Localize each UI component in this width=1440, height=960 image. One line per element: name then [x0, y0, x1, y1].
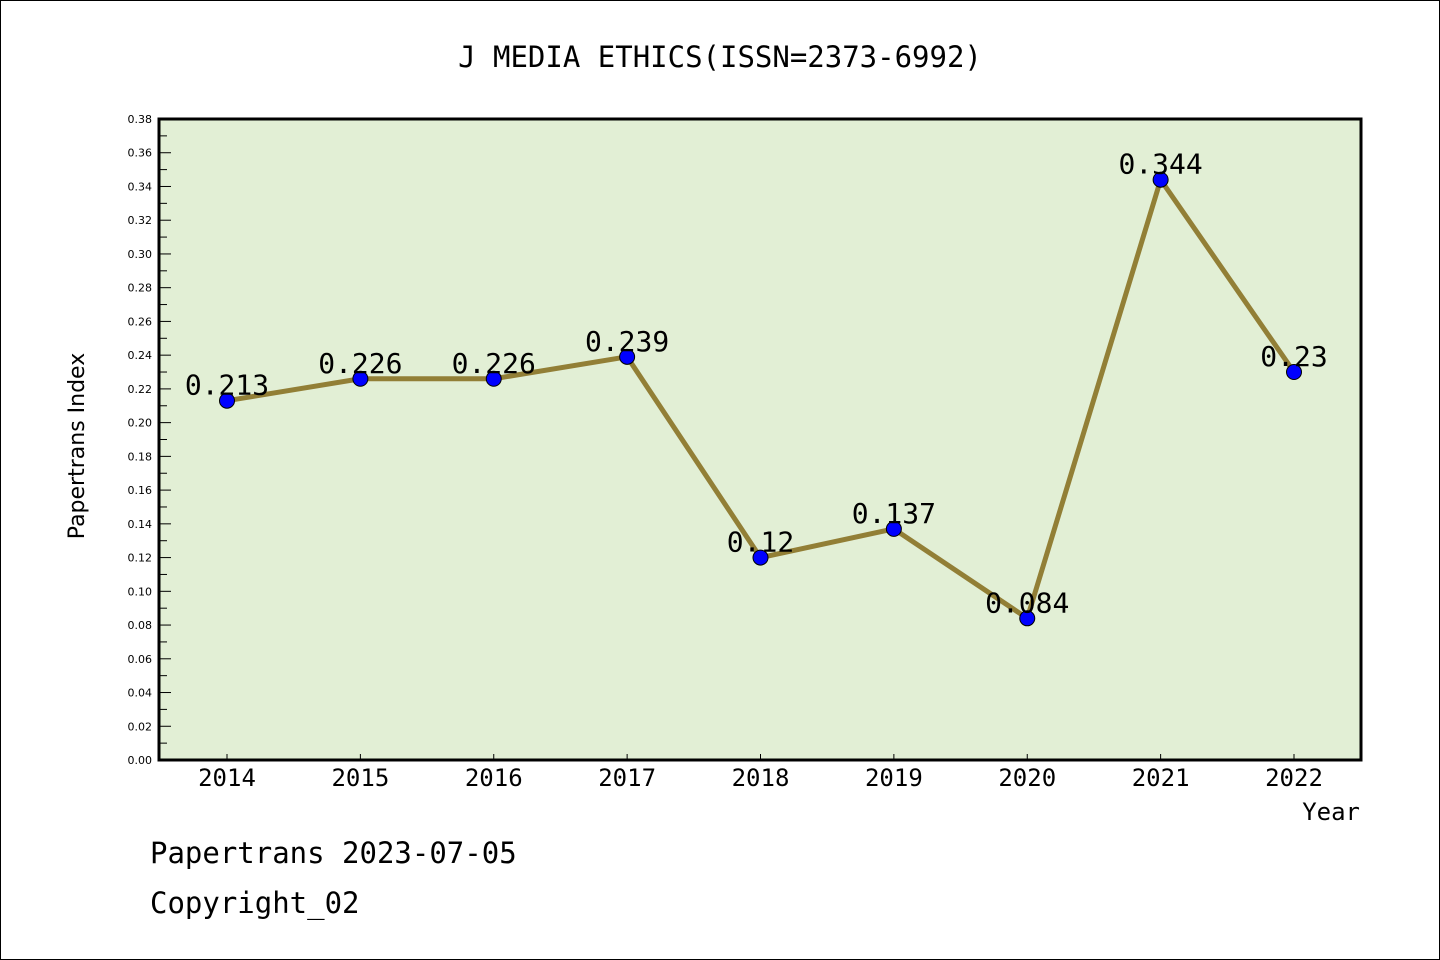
y-tick-label: 0.12	[128, 552, 153, 565]
y-tick-label: 0.16	[128, 484, 153, 497]
data-label: 0.137	[852, 497, 936, 530]
y-tick-label: 0.28	[128, 282, 153, 295]
x-tick-label: 2015	[331, 764, 389, 792]
data-label: 0.23	[1260, 340, 1327, 373]
y-tick-label: 0.26	[128, 315, 153, 328]
y-tick-label: 0.24	[128, 349, 153, 362]
y-tick-label: 0.34	[128, 180, 153, 193]
data-point-marker	[752, 549, 769, 566]
x-tick-label: 2017	[598, 764, 656, 792]
y-tick-label: 0.04	[128, 687, 153, 700]
y-axis-label: Papertrans Index	[65, 353, 90, 539]
y-tick-label: 0.06	[128, 653, 153, 666]
data-label: 0.239	[585, 325, 669, 358]
data-markers	[219, 171, 1302, 627]
y-tick-label: 0.36	[128, 147, 153, 160]
y-tick-label: 0.08	[128, 619, 153, 632]
data-point-marker	[1019, 610, 1036, 627]
x-axis-ticks: 2014 2015 2016 2017 2018 2019 2020 2021 2022	[198, 754, 1323, 792]
data-point-marker	[219, 392, 235, 409]
data-point-marker	[1152, 171, 1169, 188]
data-point-marker	[1286, 364, 1302, 381]
data-point-marker	[485, 370, 502, 387]
y-tick-label: 0.14	[128, 518, 153, 531]
data-label: 0.344	[1118, 148, 1202, 181]
data-label: 0.213	[185, 369, 269, 402]
footer-copyright: Copyright_02	[150, 886, 360, 920]
x-tick-label: 2019	[865, 764, 923, 792]
chart-title: J MEDIA ETHICS(ISSN=2373-6992)	[458, 40, 982, 74]
y-tick-label: 0.02	[128, 720, 153, 733]
y-tick-label: 0.32	[128, 214, 153, 227]
x-tick-label: 2021	[1132, 764, 1190, 792]
y-axis-ticks: 0.00 0.02 0.04 0.06 0.08 0.10 0.12 0.14 0.16 0.18…	[128, 113, 171, 767]
x-tick-label: 2016	[465, 764, 523, 792]
y-tick-label: 0.38	[128, 113, 153, 126]
data-label: 0.226	[452, 347, 536, 380]
x-tick-label: 2020	[998, 764, 1056, 792]
y-tick-label: 0.22	[128, 383, 153, 396]
x-tick-label: 2018	[732, 764, 790, 792]
y-tick-label: 0.00	[128, 754, 153, 767]
data-label: 0.226	[318, 347, 402, 380]
plot-border	[157, 117, 1363, 762]
data-label: 0.12	[727, 526, 794, 559]
plot-area	[159, 119, 1361, 760]
data-point-marker	[619, 348, 636, 365]
y-tick-label: 0.20	[128, 417, 153, 430]
y-tick-label: 0.30	[128, 248, 153, 261]
data-label: 0.084	[985, 586, 1069, 619]
x-tick-label: 2022	[1265, 764, 1323, 792]
y-tick-label: 0.10	[128, 585, 153, 598]
x-axis-label: Year	[1302, 798, 1360, 826]
x-tick-label: 2014	[198, 764, 256, 792]
data-labels: 0.213 0.226 0.226 0.239 0.12 0.137 0.084 0.344 0…	[185, 148, 1328, 620]
data-point-marker	[885, 520, 902, 537]
data-point-marker	[352, 370, 369, 387]
y-tick-label: 0.18	[128, 450, 153, 463]
footer-date: Papertrans 2023-07-05	[150, 836, 517, 870]
